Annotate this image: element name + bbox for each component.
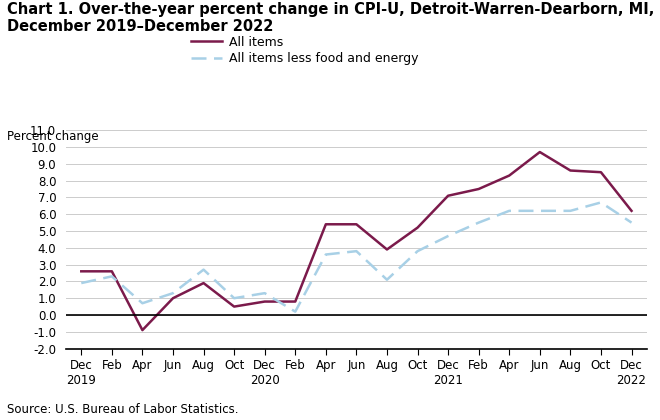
- All items: [322, 222, 330, 227]
- All items less food and energy: [230, 296, 238, 301]
- All items: [506, 173, 513, 178]
- All items less food and energy: [77, 281, 85, 286]
- All items: [444, 193, 452, 198]
- All items less food and energy: [597, 200, 605, 205]
- All items less food and energy: [322, 252, 330, 257]
- All items less food and energy: [261, 291, 269, 296]
- All items less food and energy: [169, 291, 177, 296]
- All items less food and energy: [139, 301, 147, 306]
- All items: [139, 328, 147, 333]
- All items: [230, 304, 238, 309]
- All items less food and energy: [199, 267, 207, 272]
- All items less food and energy: [566, 208, 574, 213]
- All items less food and energy: [536, 208, 544, 213]
- All items: [108, 269, 115, 274]
- All items: [261, 299, 269, 304]
- Line: All items: All items: [81, 152, 632, 330]
- All items less food and energy: [414, 249, 422, 254]
- Text: Percent change: Percent change: [7, 130, 98, 143]
- All items less food and energy: [444, 234, 452, 239]
- All items: [628, 208, 636, 213]
- All items less food and energy: [383, 277, 391, 282]
- Line: All items less food and energy: All items less food and energy: [81, 202, 632, 312]
- Text: Source: U.S. Bureau of Labor Statistics.: Source: U.S. Bureau of Labor Statistics.: [7, 403, 238, 416]
- All items: [597, 170, 605, 175]
- All items less food and energy: [108, 274, 115, 279]
- All items less food and energy: [506, 208, 513, 213]
- Legend: All items, All items less food and energy: All items, All items less food and energ…: [191, 36, 418, 66]
- All items: [77, 269, 85, 274]
- All items less food and energy: [628, 220, 636, 225]
- All items: [566, 168, 574, 173]
- All items less food and energy: [291, 309, 299, 314]
- Text: Chart 1. Over-the-year percent change in CPI-U, Detroit-Warren-Dearborn, MI,: Chart 1. Over-the-year percent change in…: [7, 2, 654, 17]
- All items: [352, 222, 360, 227]
- All items less food and energy: [475, 220, 482, 225]
- All items less food and energy: [352, 249, 360, 254]
- All items: [169, 296, 177, 301]
- All items: [414, 225, 422, 230]
- All items: [383, 247, 391, 252]
- All items: [291, 299, 299, 304]
- All items: [475, 186, 482, 192]
- All items: [536, 150, 544, 155]
- Text: December 2019–December 2022: December 2019–December 2022: [7, 19, 273, 34]
- All items: [199, 281, 207, 286]
